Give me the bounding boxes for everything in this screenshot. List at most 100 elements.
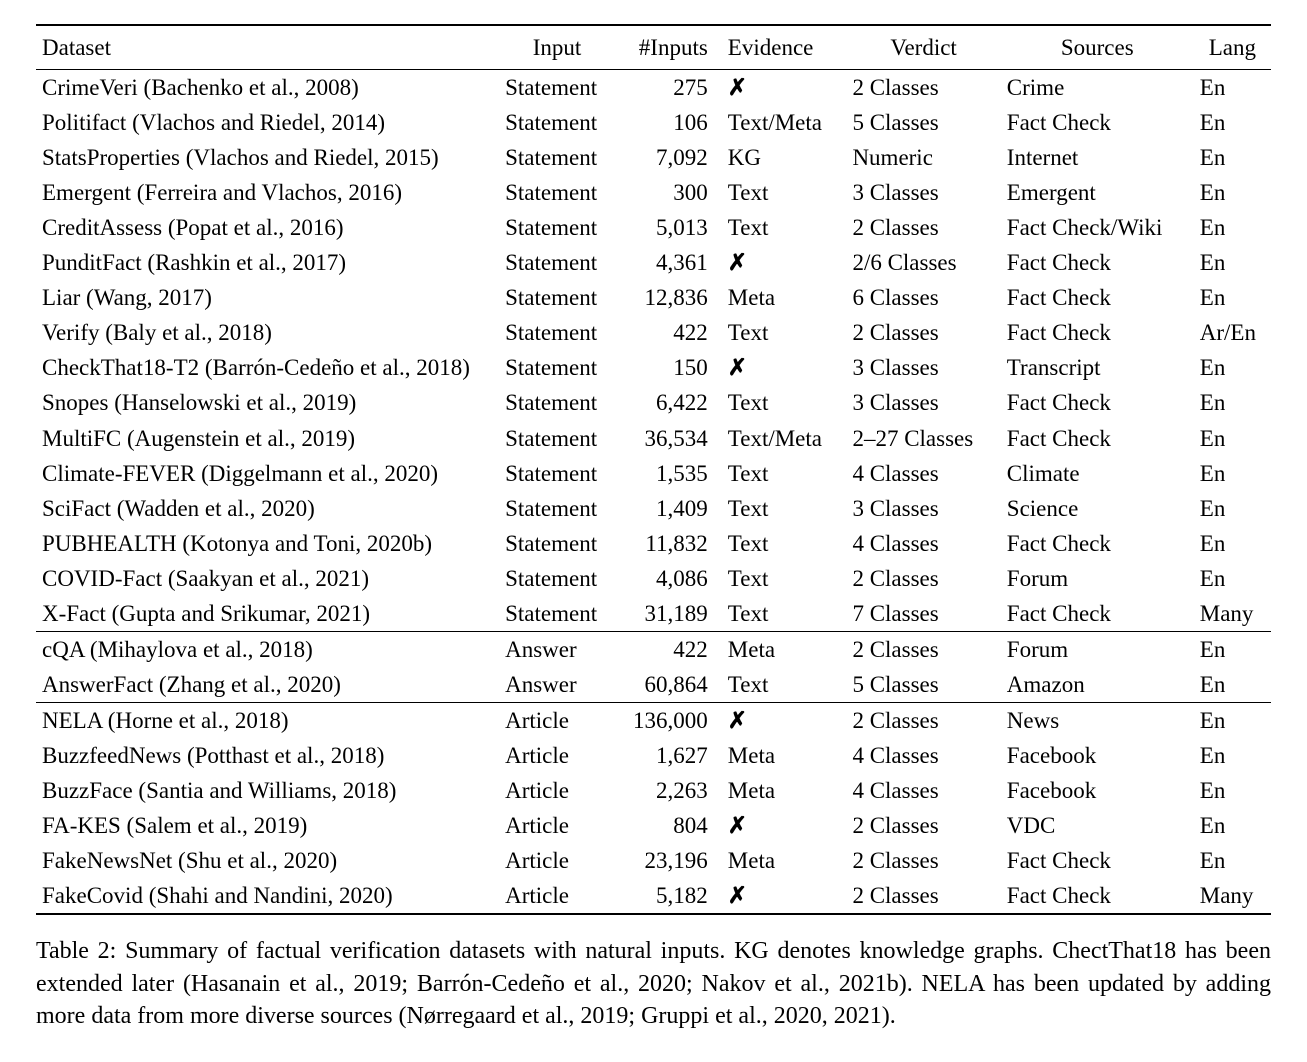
cell-ninputs: 5,182	[615, 878, 718, 914]
datasets-table: DatasetInput#InputsEvidenceVerdictSource…	[36, 24, 1271, 915]
cell-lang: En	[1194, 843, 1271, 878]
column-header: Dataset	[36, 25, 499, 70]
cell-verdict: 5 Classes	[846, 667, 1000, 703]
cell-lang: En	[1194, 561, 1271, 596]
cell-ninputs: 1,627	[615, 738, 718, 773]
cell-sources: Fact Check	[1001, 280, 1194, 315]
cell-ninputs: 422	[615, 631, 718, 667]
cell-input: Statement	[499, 245, 615, 280]
cell-input: Statement	[499, 385, 615, 420]
table-row: CreditAssess (Popat et al., 2016)Stateme…	[36, 210, 1271, 245]
table-row: BuzzFace (Santia and Williams, 2018)Arti…	[36, 773, 1271, 808]
cell-verdict: 2/6 Classes	[846, 245, 1000, 280]
cell-verdict: 4 Classes	[846, 456, 1000, 491]
table-row: Liar (Wang, 2017)Statement12,836Meta6 Cl…	[36, 280, 1271, 315]
cell-sources: Emergent	[1001, 175, 1194, 210]
cell-lang: En	[1194, 70, 1271, 106]
cell-input: Statement	[499, 315, 615, 350]
cell-evidence: ✗	[718, 702, 847, 738]
cell-evidence: Text	[718, 491, 847, 526]
cell-verdict: 4 Classes	[846, 738, 1000, 773]
table-row: FakeCovid (Shahi and Nandini, 2020)Artic…	[36, 878, 1271, 914]
cell-dataset: BuzzFace (Santia and Williams, 2018)	[36, 773, 499, 808]
cell-sources: Fact Check	[1001, 878, 1194, 914]
cell-verdict: 3 Classes	[846, 491, 1000, 526]
cell-evidence: Text	[718, 596, 847, 632]
cell-dataset: Climate-FEVER (Diggelmann et al., 2020)	[36, 456, 499, 491]
cell-verdict: 4 Classes	[846, 773, 1000, 808]
cell-dataset: FA-KES (Salem et al., 2019)	[36, 808, 499, 843]
cell-lang: En	[1194, 350, 1271, 385]
cell-input: Article	[499, 702, 615, 738]
cell-lang: En	[1194, 667, 1271, 703]
table-row: MultiFC (Augenstein et al., 2019)Stateme…	[36, 421, 1271, 456]
table-row: Snopes (Hanselowski et al., 2019)Stateme…	[36, 385, 1271, 420]
cell-verdict: 2 Classes	[846, 843, 1000, 878]
cell-ninputs: 150	[615, 350, 718, 385]
table-row: StatsProperties (Vlachos and Riedel, 201…	[36, 140, 1271, 175]
cell-sources: Fact Check	[1001, 843, 1194, 878]
cell-ninputs: 106	[615, 105, 718, 140]
table-row: Politifact (Vlachos and Riedel, 2014)Sta…	[36, 105, 1271, 140]
cell-evidence: ✗	[718, 350, 847, 385]
column-header: Verdict	[846, 25, 1000, 70]
cell-ninputs: 300	[615, 175, 718, 210]
cell-lang: En	[1194, 491, 1271, 526]
cell-lang: En	[1194, 385, 1271, 420]
cell-lang: En	[1194, 526, 1271, 561]
cell-dataset: Verify (Baly et al., 2018)	[36, 315, 499, 350]
cell-dataset: SciFact (Wadden et al., 2020)	[36, 491, 499, 526]
cell-lang: En	[1194, 738, 1271, 773]
cell-dataset: cQA (Mihaylova et al., 2018)	[36, 631, 499, 667]
table-row: NELA (Horne et al., 2018)Article136,000✗…	[36, 702, 1271, 738]
cell-dataset: Snopes (Hanselowski et al., 2019)	[36, 385, 499, 420]
table-caption: Table 2: Summary of factual verification…	[36, 935, 1271, 1032]
cell-verdict: 2 Classes	[846, 631, 1000, 667]
cell-ninputs: 60,864	[615, 667, 718, 703]
cell-input: Statement	[499, 350, 615, 385]
cell-evidence: ✗	[718, 70, 847, 106]
cell-ninputs: 6,422	[615, 385, 718, 420]
cell-input: Statement	[499, 561, 615, 596]
cell-sources: Internet	[1001, 140, 1194, 175]
cell-sources: Fact Check	[1001, 596, 1194, 632]
table-row: cQA (Mihaylova et al., 2018)Answer422Met…	[36, 631, 1271, 667]
table-row: Emergent (Ferreira and Vlachos, 2016)Sta…	[36, 175, 1271, 210]
cell-dataset: COVID-Fact (Saakyan et al., 2021)	[36, 561, 499, 596]
cell-input: Statement	[499, 456, 615, 491]
cell-evidence: Text/Meta	[718, 105, 847, 140]
cell-input: Statement	[499, 105, 615, 140]
cell-ninputs: 275	[615, 70, 718, 106]
cell-evidence: Text	[718, 210, 847, 245]
table-row: X-Fact (Gupta and Srikumar, 2021)Stateme…	[36, 596, 1271, 632]
cell-input: Statement	[499, 491, 615, 526]
table-header-row: DatasetInput#InputsEvidenceVerdictSource…	[36, 25, 1271, 70]
cell-lang: Many	[1194, 596, 1271, 632]
cell-sources: Transcript	[1001, 350, 1194, 385]
cell-evidence: Meta	[718, 738, 847, 773]
cell-input: Statement	[499, 280, 615, 315]
cell-input: Article	[499, 843, 615, 878]
cell-sources: Amazon	[1001, 667, 1194, 703]
column-header: #Inputs	[615, 25, 718, 70]
cell-lang: En	[1194, 140, 1271, 175]
x-mark-icon: ✗	[728, 250, 747, 275]
cell-dataset: FakeCovid (Shahi and Nandini, 2020)	[36, 878, 499, 914]
cell-sources: Fact Check	[1001, 526, 1194, 561]
cell-input: Statement	[499, 140, 615, 175]
cell-ninputs: 4,361	[615, 245, 718, 280]
cell-input: Article	[499, 773, 615, 808]
cell-lang: En	[1194, 631, 1271, 667]
cell-verdict: 2 Classes	[846, 561, 1000, 596]
cell-evidence: ✗	[718, 808, 847, 843]
cell-input: Statement	[499, 210, 615, 245]
x-mark-icon: ✗	[728, 708, 747, 733]
table-row: Verify (Baly et al., 2018)Statement422Te…	[36, 315, 1271, 350]
cell-evidence: Text	[718, 456, 847, 491]
cell-dataset: BuzzfeedNews (Potthast et al., 2018)	[36, 738, 499, 773]
cell-verdict: 4 Classes	[846, 526, 1000, 561]
cell-dataset: CreditAssess (Popat et al., 2016)	[36, 210, 499, 245]
cell-lang: En	[1194, 245, 1271, 280]
cell-ninputs: 1,409	[615, 491, 718, 526]
cell-input: Article	[499, 738, 615, 773]
